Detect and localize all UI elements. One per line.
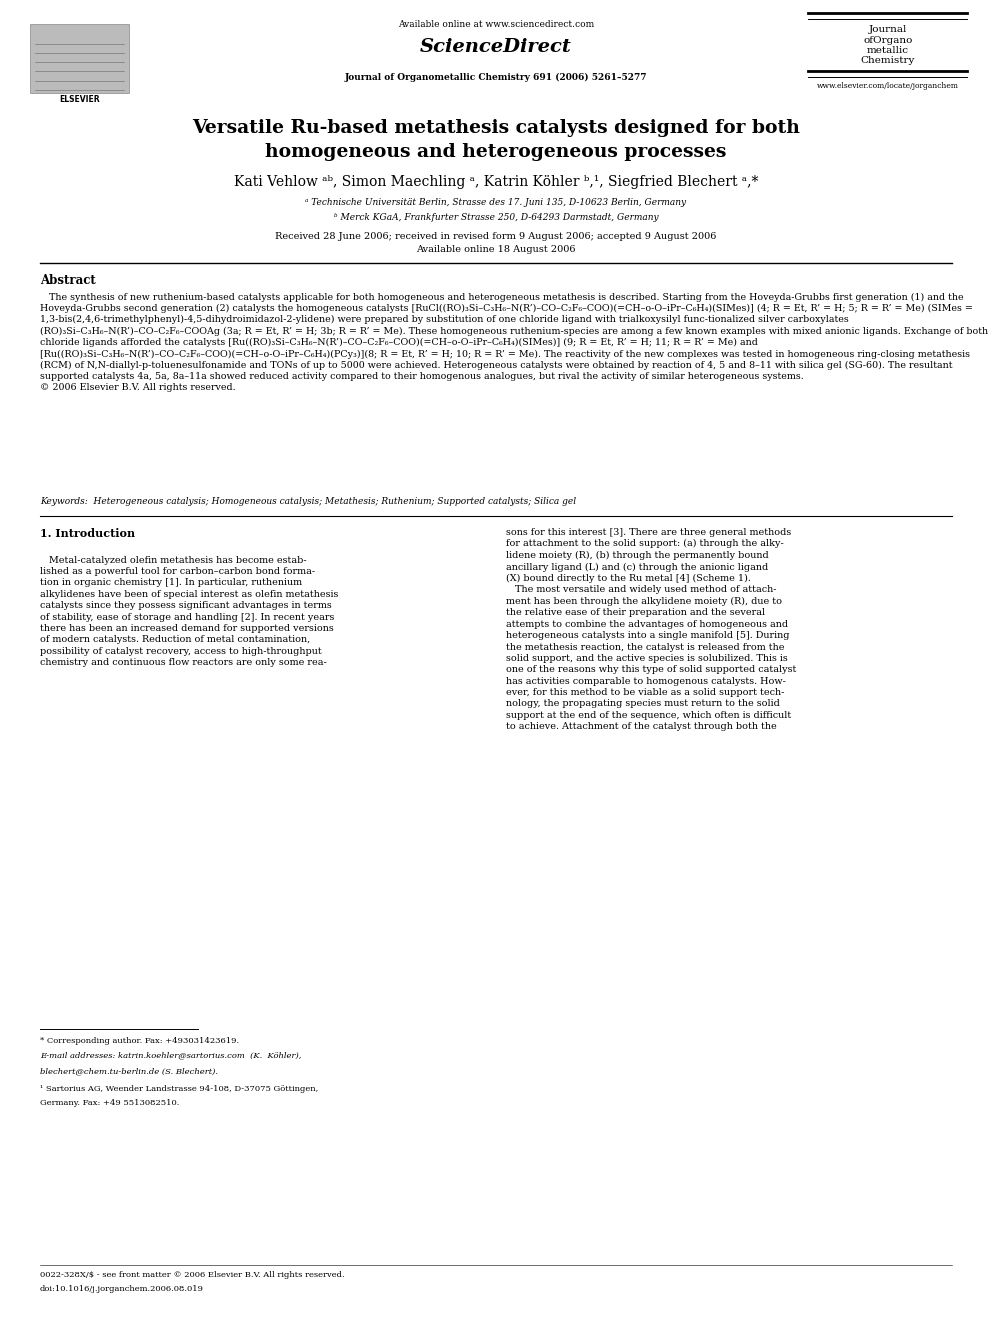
Text: Available online 18 August 2006: Available online 18 August 2006 <box>417 245 575 254</box>
Text: Journal of Organometallic Chemistry 691 (2006) 5261–5277: Journal of Organometallic Chemistry 691 … <box>345 73 647 82</box>
Text: doi:10.1016/j.jorganchem.2006.08.019: doi:10.1016/j.jorganchem.2006.08.019 <box>40 1285 203 1293</box>
Text: Received 28 June 2006; received in revised form 9 August 2006; accepted 9 August: Received 28 June 2006; received in revis… <box>276 232 716 241</box>
Text: Keywords:  Heterogeneous catalysis; Homogeneous catalysis; Metathesis; Ruthenium: Keywords: Heterogeneous catalysis; Homog… <box>40 497 575 507</box>
Text: Kati Vehlow ᵃᵇ, Simon Maechling ᵃ, Katrin Köhler ᵇ,¹, Siegfried Blechert ᵃ,*: Kati Vehlow ᵃᵇ, Simon Maechling ᵃ, Katri… <box>234 175 758 189</box>
Text: ¹ Sartorius AG, Weender Landstrasse 94-108, D-37075 Göttingen,: ¹ Sartorius AG, Weender Landstrasse 94-1… <box>40 1085 317 1093</box>
Text: * Corresponding author. Fax: +493031423619.: * Corresponding author. Fax: +4930314236… <box>40 1037 239 1045</box>
Text: 1. Introduction: 1. Introduction <box>40 528 135 538</box>
Text: ᵃ Technische Universität Berlin, Strasse des 17. Juni 135, D-10623 Berlin, Germa: ᵃ Technische Universität Berlin, Strasse… <box>306 198 686 208</box>
Text: Germany. Fax: +49 5513082510.: Germany. Fax: +49 5513082510. <box>40 1099 179 1107</box>
FancyBboxPatch shape <box>30 24 129 93</box>
Text: Metal-catalyzed olefin metathesis has become estab-
lished as a powerful tool fo: Metal-catalyzed olefin metathesis has be… <box>40 556 338 667</box>
Text: ELSEVIER: ELSEVIER <box>60 95 99 105</box>
Text: ᵇ Merck KGaA, Frankfurter Strasse 250, D-64293 Darmstadt, Germany: ᵇ Merck KGaA, Frankfurter Strasse 250, D… <box>333 213 659 222</box>
Text: Available online at www.sciencedirect.com: Available online at www.sciencedirect.co… <box>398 20 594 29</box>
Text: Versatile Ru-based metathesis catalysts designed for both
homogeneous and hetero: Versatile Ru-based metathesis catalysts … <box>192 119 800 160</box>
Text: 0022-328X/$ - see front matter © 2006 Elsevier B.V. All rights reserved.: 0022-328X/$ - see front matter © 2006 El… <box>40 1271 344 1279</box>
Text: ScienceDirect: ScienceDirect <box>420 38 572 57</box>
Text: blechert@chem.tu-berlin.de (S. Blechert).: blechert@chem.tu-berlin.de (S. Blechert)… <box>40 1068 217 1076</box>
Text: E-mail addresses: katrin.koehler@sartorius.com  (K.  Köhler),: E-mail addresses: katrin.koehler@sartori… <box>40 1052 301 1060</box>
Text: Journal
ofOrgano
metallic
Chemistry: Journal ofOrgano metallic Chemistry <box>861 25 915 65</box>
Text: The synthesis of new ruthenium-based catalysts applicable for both homogeneous a: The synthesis of new ruthenium-based cat… <box>40 292 988 393</box>
Text: sons for this interest [3]. There are three general methods
for attachment to th: sons for this interest [3]. There are th… <box>506 528 797 732</box>
Text: www.elsevier.com/locate/jorganchem: www.elsevier.com/locate/jorganchem <box>816 82 959 90</box>
Text: Abstract: Abstract <box>40 274 95 287</box>
